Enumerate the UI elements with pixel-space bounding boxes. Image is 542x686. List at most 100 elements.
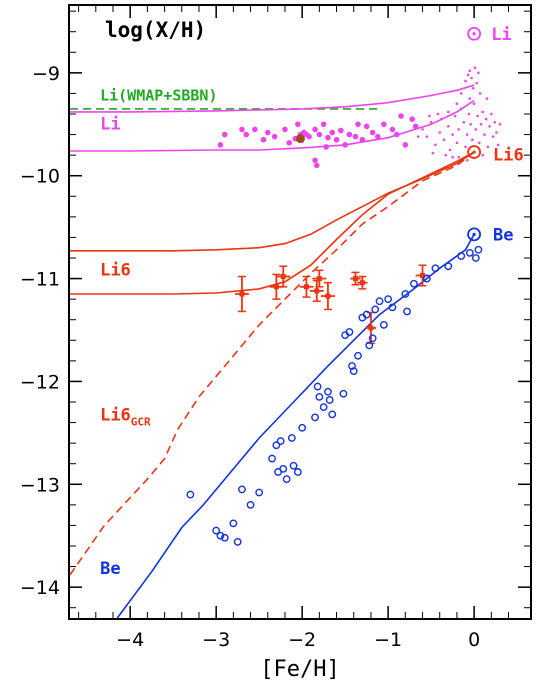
li-point [412, 123, 419, 130]
li-point-small [493, 120, 497, 124]
li-point [352, 133, 359, 140]
li-point-small [473, 66, 477, 70]
model-curve [70, 151, 475, 295]
be-point [315, 392, 324, 401]
li-point [282, 126, 288, 133]
solar-symbol-dot [472, 232, 476, 236]
annotation-label: Be [100, 559, 120, 579]
be-point [354, 351, 362, 360]
annotation-label: Li [491, 25, 511, 45]
li-point-small [472, 102, 476, 106]
x-tick-label: 0 [468, 629, 480, 651]
li-point-small [477, 71, 480, 75]
be-point [422, 274, 431, 283]
li-point-small [479, 122, 483, 126]
be-point [279, 464, 288, 473]
be-point [375, 297, 384, 306]
li-point-small [468, 69, 472, 73]
series-group [69, 84, 475, 619]
li-point-small [416, 135, 420, 138]
li-point [295, 121, 301, 128]
li-point-small [485, 97, 489, 100]
be-point [319, 403, 328, 412]
be-point [298, 423, 307, 432]
be-point [246, 500, 255, 509]
li-point [312, 126, 318, 133]
be-point [220, 533, 229, 542]
be-point [293, 468, 302, 476]
li-point-small [496, 143, 500, 147]
li6-point [420, 272, 426, 278]
annotation-label: Li6GCR [100, 406, 151, 429]
li-point-small [491, 135, 495, 138]
li-point-small [444, 153, 448, 157]
annotation-label: Li6 [493, 145, 524, 165]
be-point [365, 341, 374, 350]
be-point [368, 334, 377, 343]
li-point-small [490, 112, 493, 116]
li-point-small [495, 131, 498, 134]
li6-point [368, 325, 374, 331]
li-point [389, 126, 396, 133]
annotation-label: Be [493, 226, 513, 246]
li-point [260, 136, 267, 143]
li-point-small [478, 92, 482, 95]
li-point-small [465, 158, 469, 162]
li6-point [316, 276, 322, 282]
li-point [346, 131, 353, 138]
li-point [271, 133, 278, 140]
be-point [212, 526, 221, 535]
li-point-small [425, 135, 429, 138]
li-point-small [440, 117, 443, 121]
axes: −4 −3 −2 −1 0−14−13−12−11−10−9 [20, 6, 530, 651]
li-point-small [428, 114, 431, 118]
li-point-small [436, 112, 440, 116]
li6-point [325, 293, 331, 299]
solar-symbol-dot [472, 32, 476, 36]
annotation-label: Li(WMAP+SBBN) [100, 87, 217, 105]
li6-point [273, 284, 279, 290]
li-point [398, 113, 404, 119]
solar-symbol [467, 26, 482, 41]
x-tick-label: −1 [374, 629, 402, 651]
li-point-small [471, 138, 474, 142]
li-point-small [470, 76, 473, 80]
li-point [325, 134, 331, 141]
be-point [325, 396, 334, 404]
li-point-small [455, 141, 459, 145]
be-point [457, 252, 466, 260]
li-point [243, 131, 250, 138]
li-point-small [451, 133, 454, 136]
li-point-small [476, 114, 479, 118]
li-point [312, 157, 318, 164]
li-point [221, 131, 228, 138]
be-point [349, 367, 358, 376]
li-point-small [457, 155, 460, 159]
be-point [287, 434, 296, 442]
be-point [216, 531, 225, 540]
li-point [363, 123, 370, 130]
be-point [186, 490, 195, 499]
li6-point [239, 291, 245, 297]
li-point [409, 116, 416, 122]
be-point [289, 461, 298, 470]
be-point [471, 254, 480, 262]
li-point [369, 129, 376, 136]
li-point-small [455, 102, 459, 106]
chart-title: log(X/H) [105, 18, 206, 42]
li-point-small [457, 128, 460, 131]
li6-point [314, 288, 320, 294]
y-tick-label: −9 [32, 63, 60, 85]
plot-frame [68, 4, 532, 620]
li-point [239, 126, 245, 133]
be-point [379, 320, 388, 329]
li-point [342, 142, 348, 148]
model-curve [70, 84, 475, 113]
x-tick-label: −2 [288, 629, 316, 651]
li-point-small [447, 125, 450, 128]
li-point-small [498, 122, 502, 126]
be-point [401, 290, 410, 298]
li-point-small [459, 92, 463, 95]
annotation-subscript: GCR [131, 416, 151, 429]
li-point [381, 121, 387, 128]
